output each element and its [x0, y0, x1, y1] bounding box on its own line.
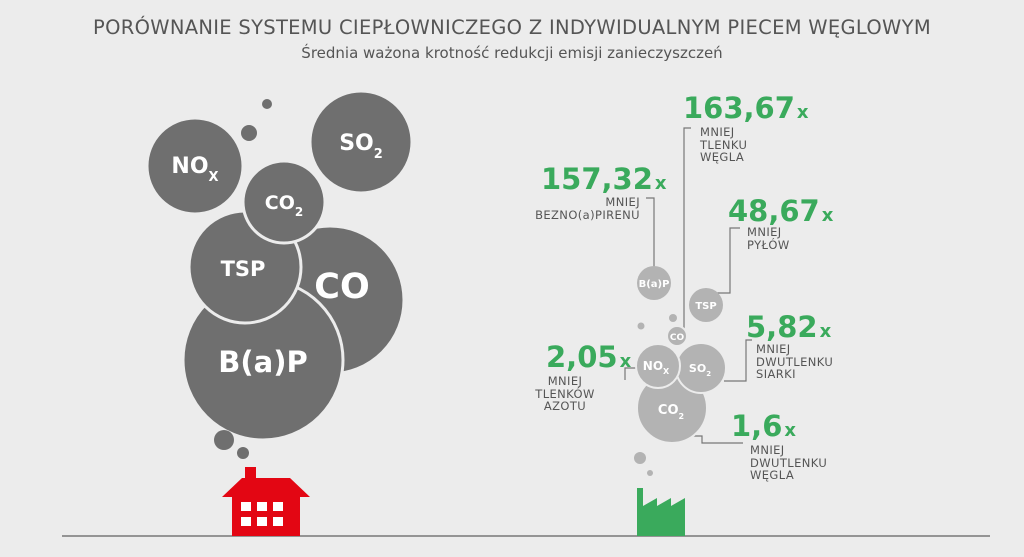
left-label-so2: SO2 [339, 131, 383, 162]
page-title: PORÓWNANIE SYSTEMU CIEPŁOWNICZEGO Z INDY… [93, 16, 931, 39]
leader-co2 [688, 435, 743, 444]
value-tsp: 48,67 x [728, 194, 834, 228]
value-bap: 157,32 x [541, 162, 667, 196]
house-roof [222, 478, 310, 497]
factory-icon [637, 488, 685, 536]
factory-building [637, 488, 685, 536]
house-windows [241, 502, 283, 526]
label-so2: MNIEJ DWUTLENKU SIARKI [756, 342, 834, 381]
right-small-dot [634, 452, 646, 464]
left-small-dot [214, 430, 234, 450]
right-label-co2: CO2 [658, 403, 684, 421]
right-label-so2: SO2 [689, 362, 711, 378]
right-small-dot [669, 314, 677, 322]
value-co2: 1,6 x [731, 409, 796, 443]
right-bubble-group [634, 266, 727, 476]
left-label-bap: B(a)P [218, 345, 307, 379]
left-label-nox: NOX [171, 154, 218, 185]
label-nox: MNIEJ TLENKÓW AZOTU [535, 374, 595, 413]
house-chimney [245, 467, 256, 483]
leader-nox [624, 367, 637, 380]
left-small-dot [262, 99, 272, 109]
right-bubble-tsp [689, 288, 723, 322]
value-nox: 2,05 x [546, 340, 632, 374]
left-label-co2: CO2 [265, 192, 303, 219]
value-co: 163,67 x [683, 91, 809, 125]
right-bubble-co [666, 325, 688, 347]
right-bubble-bap [637, 266, 671, 300]
right-small-dot [647, 470, 653, 476]
label-tsp: MNIEJ PYŁÓW [747, 225, 790, 252]
left-bubble-group [145, 89, 414, 459]
right-label-tsp: TSP [695, 301, 716, 312]
right-label-co: CO [670, 333, 685, 343]
left-small-dot [237, 447, 249, 459]
right-label-nox: NOX [643, 359, 670, 376]
right-small-dot [637, 322, 645, 330]
value-so2: 5,82 x [746, 310, 832, 344]
left-bubble-so2 [308, 89, 414, 195]
right-bubble-nox [635, 343, 681, 389]
leader-tsp [706, 227, 740, 294]
right-label-bap: B(a)P [639, 279, 670, 290]
left-bubble-nox [145, 116, 245, 216]
label-bap: MNIEJ BEZNO(a)PIRENU [535, 195, 640, 222]
left-bubble-co2 [241, 159, 327, 245]
house-icon [222, 467, 310, 536]
leader-bap [646, 197, 655, 267]
label-co: MNIEJ TLENKU WĘGLA [700, 125, 748, 164]
leader-so2 [724, 339, 752, 382]
leader-co [683, 127, 691, 336]
left-label-co: CO [314, 267, 369, 307]
left-label-tsp: TSP [221, 257, 266, 281]
house-body [232, 495, 300, 536]
page-subtitle: Średnia ważona krotność redukcji emisji … [301, 44, 723, 62]
left-small-dot [241, 125, 257, 141]
label-co2: MNIEJ DWUTLENKU WĘGLA [750, 443, 828, 482]
